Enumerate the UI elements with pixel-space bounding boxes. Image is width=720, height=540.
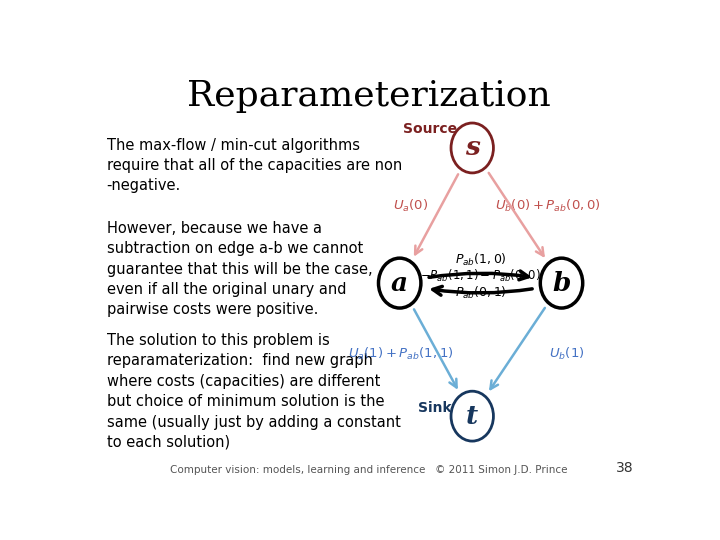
Text: $P_{ab}(1,0)$: $P_{ab}(1,0)$: [455, 252, 506, 268]
Text: The max-flow / min-cut algorithms
require that all of the capacities are non
-ne: The max-flow / min-cut algorithms requir…: [107, 138, 402, 193]
Text: Sink: Sink: [418, 401, 451, 415]
Text: Reparameterization: Reparameterization: [187, 79, 551, 113]
Text: s: s: [465, 136, 480, 160]
Text: $U_a(0)$: $U_a(0)$: [393, 198, 428, 214]
Ellipse shape: [451, 391, 493, 441]
Ellipse shape: [451, 123, 493, 173]
Text: b: b: [552, 271, 571, 295]
Text: $U_b(1)$: $U_b(1)$: [549, 346, 585, 362]
Ellipse shape: [540, 258, 582, 308]
Text: 38: 38: [616, 461, 634, 475]
Text: $P_{ab}(0,1)$: $P_{ab}(0,1)$: [455, 285, 506, 301]
Text: $U_b(0) + P_{ab}(0,0)$: $U_b(0) + P_{ab}(0,0)$: [495, 198, 600, 214]
Text: Source: Source: [403, 122, 457, 136]
Text: However, because we have a
subtraction on edge a-b we cannot
guarantee that this: However, because we have a subtraction o…: [107, 221, 372, 318]
Text: t: t: [466, 404, 478, 429]
Text: $U_a(1) + P_{ab}(1,1)$: $U_a(1) + P_{ab}(1,1)$: [348, 346, 454, 362]
Text: Computer vision: models, learning and inference   © 2011 Simon J.D. Prince: Computer vision: models, learning and in…: [170, 465, 568, 475]
Text: The solution to this problem is
reparamaterization:  find new graph
where costs : The solution to this problem is reparama…: [107, 333, 400, 450]
Text: a: a: [391, 271, 408, 295]
Text: $-P_{ab}(1,1) - P_{ab}(0,0)$: $-P_{ab}(1,1) - P_{ab}(0,0)$: [420, 267, 541, 284]
Ellipse shape: [379, 258, 421, 308]
